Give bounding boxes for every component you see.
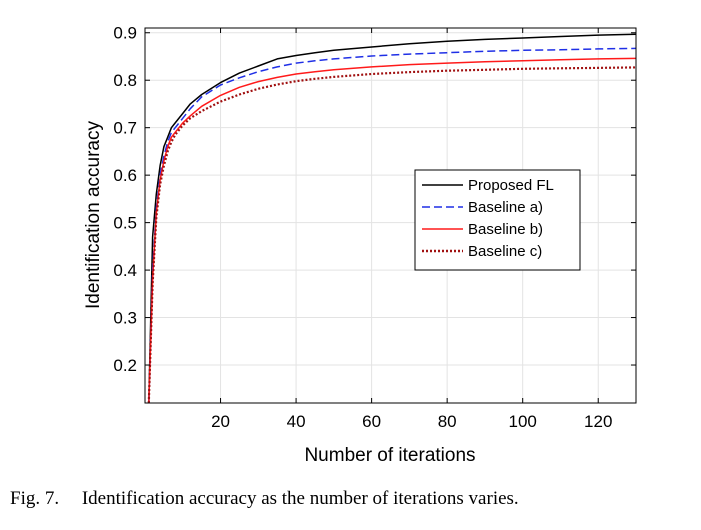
x-tick-label: 80: [438, 412, 457, 431]
y-tick-label: 0.3: [113, 309, 137, 328]
x-axis-label: Number of iterations: [304, 445, 475, 466]
caption-label: Fig. 7.: [10, 488, 60, 509]
y-tick-label: 0.9: [113, 24, 137, 43]
x-tick-label: 120: [584, 412, 612, 431]
y-tick-label: 0.4: [113, 261, 137, 280]
x-tick-label: 60: [362, 412, 381, 431]
legend-label: Baseline c): [468, 243, 542, 260]
x-tick-label: 100: [509, 412, 537, 431]
y-tick-label: 0.6: [113, 166, 137, 185]
y-tick-label: 0.7: [113, 119, 137, 138]
caption-text: Identification accuracy as the number of…: [81, 488, 519, 509]
tick-layer: 20 40 60 80 100 120 0.2 0.3 0.4 0.5 0.6 0.7 0.8 0.9: [113, 24, 636, 431]
y-axis-label: Identification accuracy: [83, 121, 104, 309]
y-tick-label: 0.5: [113, 214, 137, 233]
series-line: [148, 33, 637, 404]
plot-frame: [144, 27, 637, 404]
y-tick-label: 0.8: [113, 71, 137, 90]
x-tick-label: 40: [287, 412, 306, 431]
legend-label: Proposed FL: [468, 177, 554, 194]
series-line: [148, 47, 637, 404]
legend-label: Baseline b): [468, 221, 543, 238]
series-line: [147, 66, 637, 404]
legend: Proposed FL Baseline a) Baseline b) Baselin…: [414, 169, 581, 271]
x-tick-label: 20: [211, 412, 230, 431]
legend-box: [414, 169, 581, 271]
legend-label: Baseline a): [468, 199, 543, 216]
plot-series: [147, 33, 637, 404]
series-line: [148, 57, 637, 404]
y-tick-label: 0.2: [113, 356, 137, 375]
figure-caption: Fig. 7. Identification accuracy as the n…: [10, 488, 700, 510]
